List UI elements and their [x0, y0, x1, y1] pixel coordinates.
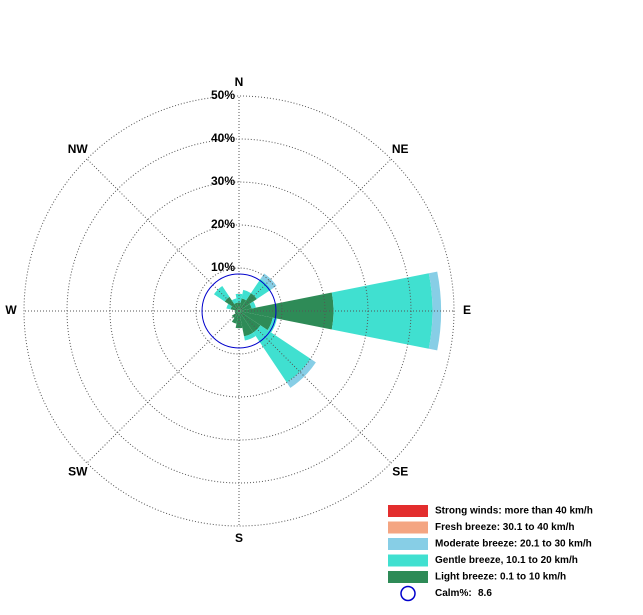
grid-spoke — [86, 310, 240, 464]
wind-wedge — [231, 311, 239, 319]
wind-wedge — [237, 302, 241, 311]
wind-wedge — [286, 358, 316, 388]
legend-swatch — [388, 538, 428, 550]
wind-wedge — [234, 302, 239, 311]
direction-label: SW — [68, 464, 88, 478]
wind-wedge — [244, 332, 256, 341]
calm-value: 8.6 — [478, 588, 492, 599]
r-tick-label: 40% — [211, 131, 235, 145]
wind-wedge — [239, 303, 252, 311]
legend-calm-swatch — [400, 585, 416, 602]
wind-wedge — [239, 311, 273, 331]
direction-label: NE — [392, 142, 409, 156]
wind-wedge — [230, 306, 239, 311]
r-tick-label: 10% — [211, 260, 235, 274]
wind-wedge — [260, 273, 277, 290]
r-tick-label: 50% — [211, 88, 235, 102]
calm-label: Calm%: — [435, 588, 472, 599]
wind-wedge — [231, 298, 238, 304]
legend-swatch — [388, 571, 428, 583]
wind-wedge — [241, 289, 251, 301]
legend-label: Gentle breeze, 10.1 to 20 km/h — [435, 555, 578, 566]
wind-wedge — [239, 292, 334, 330]
direction-label: N — [235, 75, 244, 89]
wind-wedge — [331, 273, 433, 349]
direction-label: SE — [392, 464, 408, 478]
direction-label: W — [5, 303, 17, 317]
legend-label: Moderate breeze: 20.1 to 30 km/h — [435, 539, 592, 550]
wind-wedge — [239, 298, 247, 311]
calm-circle — [201, 273, 277, 349]
legend-label: Fresh breeze: 30.1 to 40 km/h — [435, 522, 575, 533]
direction-label: E — [463, 303, 471, 317]
legend-swatch — [388, 505, 428, 517]
wind-wedge — [249, 301, 256, 309]
grid-ring — [152, 224, 326, 398]
legend-label: Strong winds: more than 40 km/h — [435, 506, 593, 517]
legend-swatch — [388, 521, 428, 534]
grid-ring — [23, 95, 455, 527]
wind-wedge — [231, 311, 239, 324]
direction-label: NW — [68, 142, 89, 156]
legend-swatch — [388, 554, 428, 567]
wind-wedge — [239, 311, 254, 337]
wind-wedge — [234, 311, 239, 314]
r-tick-label: 20% — [211, 217, 235, 231]
wind-wedge — [226, 303, 232, 310]
direction-label: S — [235, 531, 243, 545]
wind-wedge — [235, 311, 243, 329]
r-tick-label: 30% — [211, 174, 235, 188]
legend-label: Light breeze: 0.1 to 10 km/h — [435, 572, 566, 583]
